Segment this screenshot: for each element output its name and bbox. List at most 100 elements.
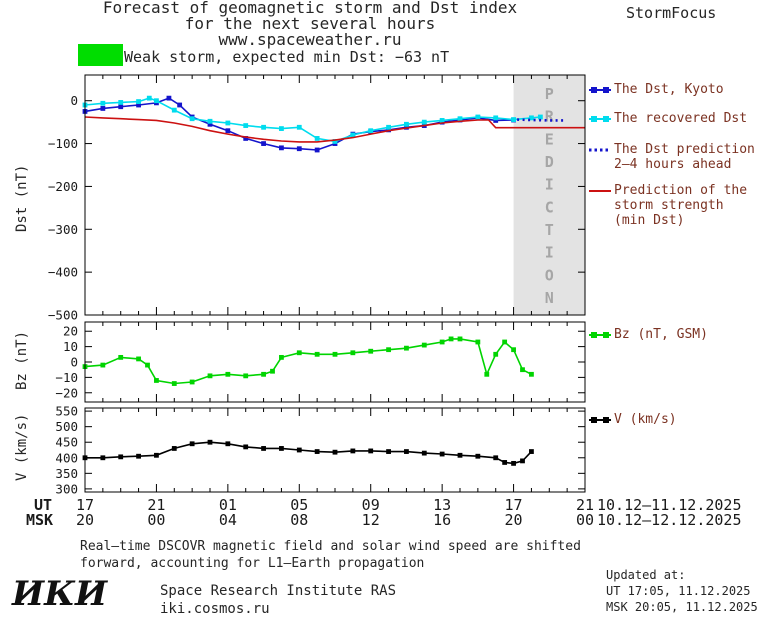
y-tick-label: 350 — [55, 466, 78, 481]
series-marker — [279, 126, 284, 131]
series-marker — [314, 449, 320, 454]
prediction-zone — [513, 75, 585, 315]
ut-axis-label: UT — [34, 496, 53, 514]
series-marker — [404, 345, 409, 351]
series-line — [84, 338, 532, 385]
series-marker — [493, 351, 499, 357]
prediction-zone-letter: C — [545, 198, 554, 216]
y-tick-label: 10 — [63, 339, 78, 354]
series-marker — [421, 450, 427, 456]
series-marker — [136, 453, 141, 459]
legend-sample-v — [589, 417, 611, 423]
series-marker — [279, 145, 284, 151]
series-marker — [100, 455, 106, 461]
prediction-zone-letter: N — [545, 289, 554, 307]
series-line — [517, 118, 564, 122]
ut-tick-label: 21 — [575, 496, 595, 514]
series-marker — [270, 368, 275, 374]
series-line — [84, 97, 541, 143]
prediction-zone-letter: P — [545, 85, 554, 103]
series-marker — [100, 106, 106, 111]
bz-axis-label: Bz (nT) — [14, 330, 30, 390]
legend-label: Bz (nT, GSM) — [614, 327, 708, 342]
series-marker — [225, 128, 231, 134]
institute-name: Space Research Institute RAS — [160, 583, 397, 599]
msk-tick-label: 12 — [361, 511, 380, 529]
legend-sample-recovered-dst — [589, 116, 611, 122]
series-marker — [296, 146, 302, 152]
series-marker — [386, 127, 391, 133]
y-tick-label: −400 — [48, 265, 78, 280]
updated-ut: UT 17:05, 11.12.2025 — [606, 584, 751, 598]
series-marker — [279, 446, 284, 451]
y-tick-label: 300 — [55, 481, 78, 494]
series-marker — [511, 460, 516, 466]
ut-tick-label: 09 — [361, 496, 380, 514]
prediction-zone-letter: O — [545, 266, 554, 284]
msk-tick-label: 20 — [504, 511, 523, 529]
storm-level-swatch — [78, 44, 123, 66]
ut-tick-label: 01 — [218, 496, 237, 514]
title-url: www.spaceweather.ru — [218, 30, 402, 49]
legend-item-dst-kyoto: The Dst, Kyoto — [589, 82, 724, 97]
series-marker — [243, 444, 249, 450]
series-marker — [421, 342, 427, 348]
series-marker — [529, 115, 534, 121]
series-marker — [225, 441, 231, 447]
series-marker — [207, 118, 213, 124]
series-marker — [118, 454, 124, 460]
series-marker — [332, 139, 338, 144]
series-marker — [171, 446, 177, 451]
ut-date-range: 10.12–11.12.2025 — [597, 496, 742, 514]
msk-tick-label: 08 — [290, 511, 309, 529]
brand-stormfocus: StormFocus — [626, 4, 717, 22]
legend-item-v: V (km/s) — [589, 412, 677, 427]
series-marker — [475, 453, 481, 459]
series-marker — [386, 124, 391, 130]
series-marker — [493, 115, 499, 121]
series-marker — [439, 339, 445, 345]
legend-sample-dst-kyoto — [589, 87, 611, 93]
prediction-zone-letter: I — [545, 176, 554, 194]
title-line-1: Forecast of geomagnetic storm and Dst in… — [102, 0, 518, 17]
series-marker — [368, 348, 374, 354]
series-marker — [146, 95, 152, 101]
series-marker — [439, 451, 445, 457]
prediction-zone-letter: T — [545, 221, 554, 239]
series-marker — [136, 356, 141, 362]
msk-tick-label: 00 — [575, 511, 595, 529]
series-marker — [136, 102, 141, 108]
series-marker — [207, 373, 213, 379]
series-marker — [118, 104, 124, 110]
series-marker — [448, 336, 454, 342]
series-marker — [207, 439, 213, 445]
y-tick-label: 0 — [70, 355, 78, 370]
y-tick-label: −200 — [48, 179, 78, 194]
y-tick-label: −100 — [48, 136, 78, 151]
legend-item-storm-strength: Prediction of the storm strength (min Dst) — [589, 183, 747, 228]
series-marker — [332, 449, 338, 455]
storm-level-label: Weak storm, expected min Dst: −63 nT — [124, 48, 450, 66]
updated-block: Updated at: UT 17:05, 11.12.2025 MSK 20:… — [606, 567, 758, 615]
x-axis-labels: UT 17 21 01 05 09 13 17 21 10.12–11.12.2025 MSK 20 0… — [0, 497, 760, 529]
series-marker — [118, 354, 124, 360]
series-marker — [100, 100, 106, 106]
series-marker — [261, 446, 266, 451]
series-marker — [154, 378, 159, 383]
footer-note-line-2: forward, accounting for L1–Earth propaga… — [80, 556, 425, 571]
series-marker — [171, 107, 177, 113]
legend-label: Prediction of the storm strength (min Dst) — [614, 183, 748, 228]
ut-tick-label: 13 — [433, 496, 452, 514]
dst-axis-label: Dst (nT) — [14, 164, 30, 232]
series-marker — [136, 99, 141, 104]
series-marker — [475, 114, 481, 120]
series-marker — [296, 447, 302, 453]
msk-tick-label: 00 — [147, 511, 166, 529]
series-marker — [386, 347, 391, 353]
iki-logo: ИКИ — [12, 574, 108, 614]
series-marker — [189, 116, 195, 122]
series-marker — [189, 379, 195, 385]
series-marker — [279, 354, 284, 360]
